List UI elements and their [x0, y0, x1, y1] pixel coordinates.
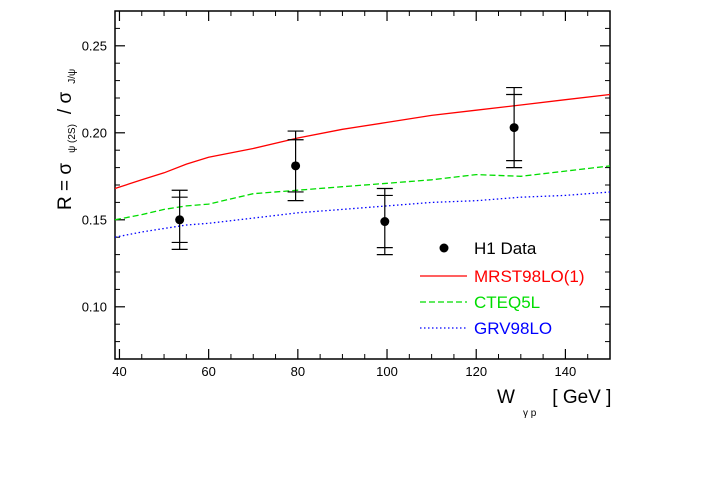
- y-label-part2: / σ: [55, 92, 76, 115]
- cteq-curve: [114, 165, 611, 221]
- y-tick-label: 0.20: [82, 125, 107, 140]
- y-axis-label: R = σ ψ (2S) / σ J/ψ: [55, 69, 79, 210]
- x-tick-label: 120: [465, 364, 487, 379]
- y-label-sub2: J/ψ: [67, 69, 78, 84]
- legend-label-cteq: CTEQ5L: [474, 293, 540, 312]
- x-tick-label: 40: [112, 364, 126, 379]
- x-tick-label: 140: [555, 364, 577, 379]
- axes: 40 60 80 100 120 140 0.10 0.15 0.20 0.25: [82, 11, 610, 379]
- x-tick-label: 80: [291, 364, 305, 379]
- data-points: [171, 86, 523, 256]
- legend-label-grv: GRV98LO: [474, 319, 552, 338]
- y-label-sub1: ψ (2S): [67, 124, 78, 153]
- x-axis-label: W γ p [ GeV ]: [497, 387, 611, 420]
- legend-marker-h1: [439, 243, 449, 253]
- h1-data-point: [506, 86, 523, 169]
- legend-label-h1: H1 Data: [474, 239, 537, 258]
- y-tick-label: 0.10: [82, 299, 107, 314]
- legend: H1 Data MRST98LO(1) CTEQ5L GRV98LO: [420, 239, 585, 338]
- mrst-curve: [114, 93, 611, 190]
- svg-text:R = σ ψ (2S) / σ: R = σ ψ (2S) / σ J/ψ: [55, 69, 79, 210]
- y-tick-label: 0.15: [82, 212, 107, 227]
- y-label-part1: R = σ: [55, 163, 76, 210]
- data-marker: [175, 215, 185, 225]
- x-tick-label: 100: [376, 364, 398, 379]
- h1-data-point: [376, 187, 393, 256]
- data-marker: [380, 217, 390, 227]
- x-label-main: W: [497, 387, 515, 408]
- x-tick-label: 60: [201, 364, 215, 379]
- legend-label-mrst: MRST98LO(1): [474, 267, 585, 286]
- h1-data-point: [287, 130, 304, 202]
- curves: [114, 93, 611, 238]
- h1-data-point: [171, 189, 188, 250]
- data-marker: [291, 161, 301, 171]
- x-label-unit: [ GeV ]: [552, 387, 611, 408]
- grv-curve: [114, 191, 611, 238]
- y-tick-label: 0.25: [82, 38, 107, 53]
- data-marker: [509, 123, 519, 133]
- svg-text:W γ p [ GeV ]: W γ p [ GeV ]: [497, 387, 611, 420]
- x-label-sub: γ p: [523, 408, 537, 419]
